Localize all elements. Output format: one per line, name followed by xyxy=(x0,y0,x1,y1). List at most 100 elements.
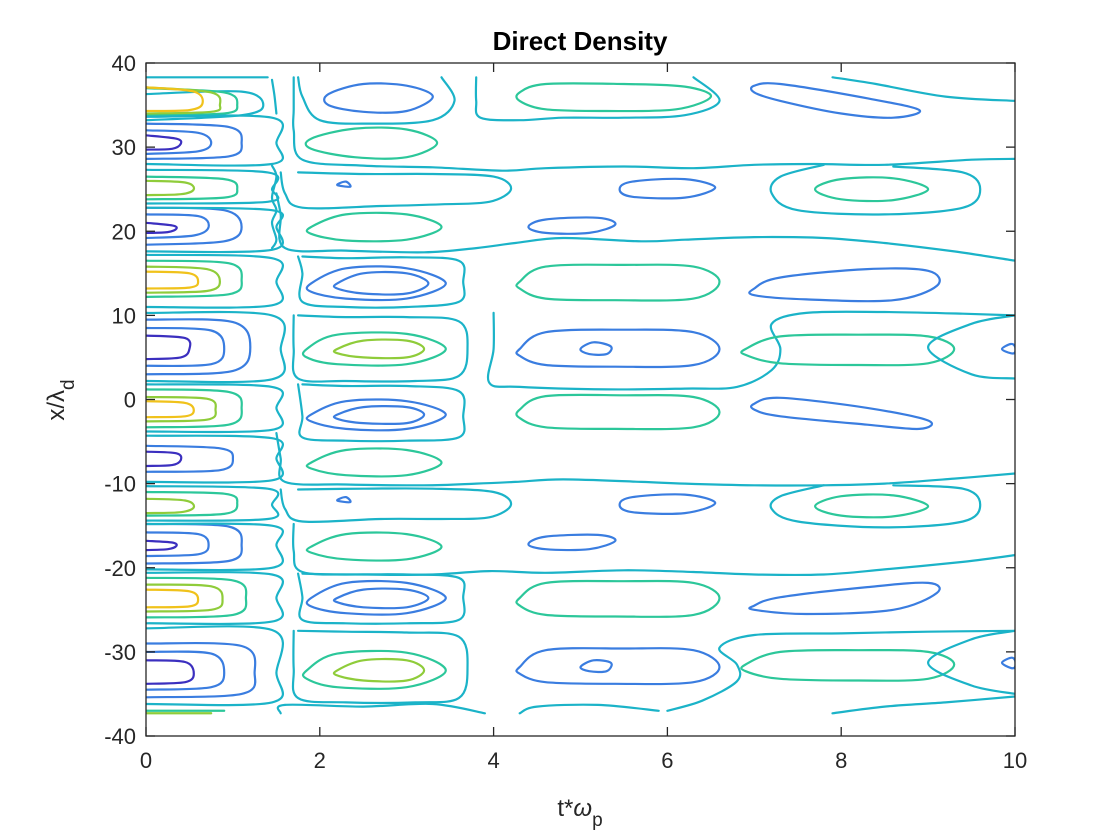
x-tick-label: 10 xyxy=(1003,748,1027,773)
contour-line-blue xyxy=(146,213,210,240)
contour-line-cyan xyxy=(474,76,721,122)
contour-line-cyan xyxy=(291,629,469,705)
contour-line-teal xyxy=(304,126,439,160)
contour-line-blue xyxy=(336,180,352,188)
contour-line-cyan xyxy=(275,432,1015,487)
contour-line-blue xyxy=(146,326,226,368)
contour-line-blue xyxy=(1000,656,1015,670)
y-axis: -40 -30 -20 -10 0 10 20 30 40 xyxy=(104,51,1015,749)
y-tick-label: 20 xyxy=(112,219,136,244)
y-axis-label-main: x/ xyxy=(43,402,70,421)
contour-line-teal xyxy=(740,333,956,367)
contour-line-blue xyxy=(1000,342,1015,355)
x-tick-label: 0 xyxy=(140,748,152,773)
contour-line-yellow xyxy=(146,86,204,113)
contour-line-cyan xyxy=(291,76,1015,172)
contour-line-teal xyxy=(146,259,243,298)
contour-line-teal xyxy=(146,576,248,619)
contour-line-cyan xyxy=(297,383,466,443)
contour-line-teal xyxy=(305,211,443,243)
y-tick-label: 0 xyxy=(124,388,136,413)
contour-line-cyan xyxy=(291,314,469,383)
x-tick-label: 4 xyxy=(487,748,499,773)
contour-line-blue xyxy=(527,216,617,235)
contour-line-blue xyxy=(146,531,210,558)
contour-line-cyan xyxy=(769,163,982,216)
plot-area xyxy=(146,63,1015,736)
contour-line-teal xyxy=(814,176,930,203)
contour-line-cyan xyxy=(146,253,285,309)
y-axis-label: x/λd xyxy=(43,379,79,420)
contour-line-yellow xyxy=(146,270,200,290)
contour-line-cyan xyxy=(486,310,1015,391)
contour-line-cyan xyxy=(146,485,280,522)
contour-line-blue xyxy=(579,659,613,674)
contour-line-blue xyxy=(750,396,933,431)
contour-line-yellow xyxy=(146,400,195,419)
contour-line-teal xyxy=(814,493,930,519)
contour-line-cyan xyxy=(769,484,982,529)
contour-line-blue xyxy=(305,265,447,302)
contour-line-blue xyxy=(515,328,721,369)
contour-line-blue xyxy=(332,270,430,296)
contour-line-blue xyxy=(515,647,721,686)
contour-line-cyan xyxy=(146,310,286,384)
contour-line-cyan xyxy=(146,383,285,434)
x-tick-label: 6 xyxy=(661,748,673,773)
contour-line-cyan xyxy=(518,703,660,715)
contour-line-cyan xyxy=(279,171,513,210)
contour-line-teal xyxy=(146,175,239,201)
contour-line-teal xyxy=(740,649,956,682)
contour-line-cyan xyxy=(297,76,456,125)
y-tick-label: 40 xyxy=(112,51,136,76)
y-axis-label-subscript: d xyxy=(58,379,79,390)
contour-line-teal xyxy=(515,579,721,618)
contour-line-green xyxy=(332,657,426,683)
y-tick-label: -40 xyxy=(104,724,136,749)
contour-line-deep xyxy=(146,221,178,234)
contour-line-blue xyxy=(750,82,922,119)
contour-line-blue xyxy=(336,495,352,504)
contour-line-cyan xyxy=(297,572,466,625)
contour-line-cyan xyxy=(146,114,285,167)
contour-line-teal xyxy=(515,263,721,302)
contour-line-blue xyxy=(618,493,717,515)
contour-line-blue xyxy=(748,581,941,616)
y-tick-label: 30 xyxy=(112,135,136,160)
x-axis-label-main: t* xyxy=(557,795,573,822)
contour-line-green xyxy=(146,583,224,613)
contour-line-deep xyxy=(146,539,178,552)
contour-line-teal xyxy=(305,531,443,562)
contour-line-cyan xyxy=(279,487,513,524)
contour-line-blue xyxy=(146,650,226,691)
contour-line-blue xyxy=(332,405,426,425)
contour-line-blue xyxy=(146,318,252,376)
contour-line-teal xyxy=(301,331,447,367)
y-tick-label: 10 xyxy=(112,303,136,328)
x-axis-label-greek: ω xyxy=(573,795,592,822)
contour-line-green xyxy=(146,497,196,515)
contour-line-cyan xyxy=(666,629,1015,712)
contour-line-cyan xyxy=(146,206,285,254)
contour-line-cyan xyxy=(146,434,285,484)
contour-line-blue xyxy=(146,641,257,699)
contour-line-blue xyxy=(305,579,447,616)
contour-line-blue xyxy=(146,444,235,473)
contour-line-teal xyxy=(301,649,447,690)
contour-line-blue xyxy=(748,267,941,303)
contour-lines xyxy=(146,76,1015,715)
contour-line-cyan xyxy=(146,168,280,205)
contour-line-deep xyxy=(146,334,192,361)
contour-line-cyan xyxy=(270,78,278,115)
contour-line-blue xyxy=(323,82,434,114)
contour-line-teal xyxy=(146,490,239,517)
contour-line-green xyxy=(146,395,217,423)
contour-line-cyan xyxy=(927,629,1015,695)
contour-line-blue xyxy=(332,587,430,610)
chart-title: Direct Density xyxy=(493,26,668,56)
contour-line-teal xyxy=(515,82,712,113)
contour-line-blue xyxy=(527,533,617,552)
contour-line-cyan xyxy=(297,255,466,309)
contour-line-blue xyxy=(305,398,447,432)
